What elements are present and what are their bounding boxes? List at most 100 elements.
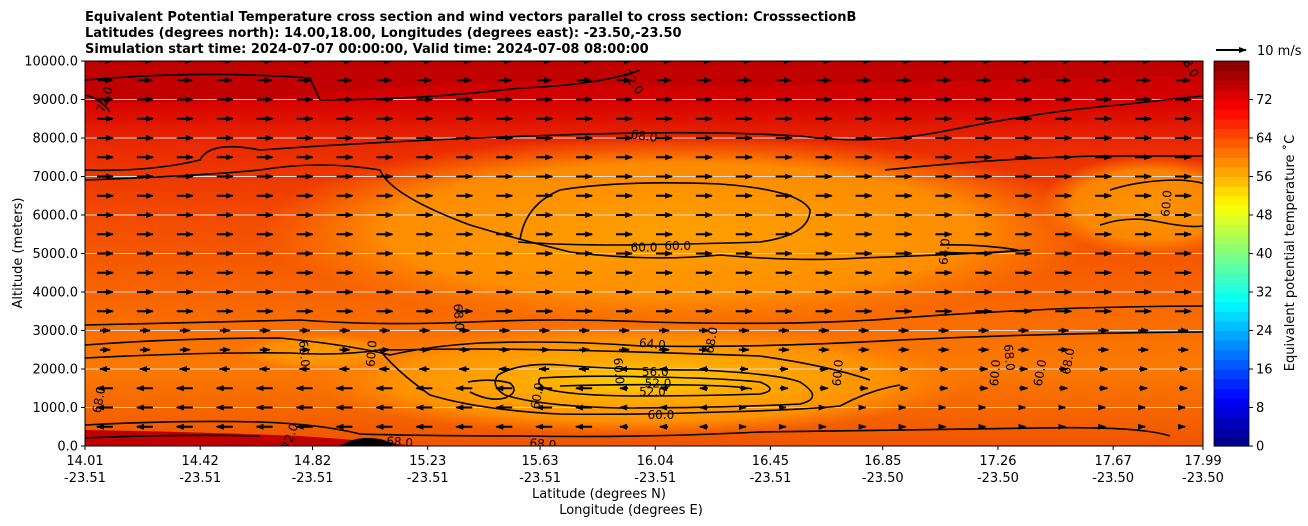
x-tick-label-lon: -23.51 [292, 471, 334, 486]
contour-label: 60.0 [631, 241, 658, 255]
x-axis-label-lat: Latitude (degrees N) [532, 487, 666, 502]
colorbar-step [1214, 128, 1249, 139]
quiver-key-label: 10 m/s [1257, 44, 1302, 59]
colorbar-step [1214, 157, 1249, 168]
y-tick-label: 6000.0 [33, 209, 79, 224]
x-tick-label-lat: 17.99 [1184, 454, 1221, 469]
colorbar-tick-label: 32 [1256, 286, 1273, 301]
colorbar-step [1214, 70, 1249, 81]
contour-line-68-mid [85, 305, 1203, 326]
x-tick-label-lat: 14.42 [182, 454, 219, 469]
colorbar-tick-label: 16 [1256, 363, 1273, 378]
contour-label: 68.0 [529, 436, 557, 452]
y-tick-label: 3000.0 [33, 324, 79, 339]
contour-line-60-left-low [467, 379, 515, 400]
contour-label: 68.0 [450, 303, 466, 331]
x-tick-label-lon: -23.50 [1092, 471, 1134, 486]
contour-line-60-upper [517, 182, 811, 246]
contour-label: 52.0 [645, 377, 672, 391]
colorbar-tick-label: 72 [1256, 93, 1273, 108]
colorbar-step [1214, 118, 1249, 129]
colorbar-step [1214, 378, 1249, 389]
contour-label: 56.0 [642, 365, 669, 379]
colorbar-step [1214, 243, 1249, 255]
x-tick-label-lon: -23.51 [64, 471, 106, 486]
contour-label: 60.0 [611, 357, 627, 385]
contour-line-64-upper [85, 164, 1031, 261]
colorbar-step [1214, 253, 1249, 264]
contour-line-60-low [85, 349, 901, 416]
contour-label: 60.0 [528, 382, 546, 411]
colorbar-step [1214, 272, 1249, 283]
colorbar-step [1214, 147, 1249, 158]
contour-line-64-right [884, 155, 1203, 171]
colorbar-tick-label: 56 [1256, 170, 1273, 185]
contour-label: 68.0 [1059, 347, 1077, 376]
colorbar-step [1214, 426, 1249, 437]
contour-label: 60.0 [830, 359, 846, 387]
x-tick-label-lon: -23.50 [862, 471, 904, 486]
colorbar-steps [1214, 61, 1249, 447]
colorbar-step [1214, 205, 1249, 216]
x-tick-label-lat: 15.23 [409, 454, 446, 469]
y-axis: 0.0 1000.0 2000.0 3000.0 4000.0 5000.0 6000.0 7… [24, 55, 85, 455]
colorbar-step [1214, 176, 1249, 187]
contour-line-64-mid [85, 331, 1203, 356]
colorbar-step [1214, 195, 1249, 206]
colorbar-step [1214, 436, 1249, 447]
x-tick-label-lon: -23.51 [407, 471, 449, 486]
colorbar-step [1214, 388, 1249, 399]
contour-line-52-a [537, 375, 771, 397]
contour-label: 60.0 [296, 340, 312, 368]
y-tick-label: 7000.0 [33, 170, 79, 185]
colorbar-step [1214, 340, 1249, 351]
colorbar-step [1214, 292, 1249, 303]
contour-label: 52.0 [639, 385, 666, 399]
contour-label: 68.0 [630, 127, 658, 145]
colorbar-tick-label: 40 [1256, 247, 1273, 262]
chart-title-line-1: Equivalent Potential Temperature cross s… [85, 10, 856, 25]
contour-label: 60.0 [987, 359, 1003, 387]
contour-label: 60.0 [647, 408, 674, 422]
x-tick-label-lon: -23.50 [977, 471, 1019, 486]
contour-line-68-upper [85, 95, 1203, 172]
contour-label: 60.0 [363, 340, 379, 368]
colorbar-step [1214, 397, 1249, 409]
colorbar-ticks: 0 8 16 24 32 40 48 56 64 72 [1249, 93, 1273, 455]
colorbar-step [1214, 369, 1249, 380]
x-axis: 14.01 -23.51 14.42 -23.51 14.82 -23.51 15.23 -2… [64, 446, 1224, 486]
x-tick-label-lat: 14.01 [66, 454, 103, 469]
contour-label: 60.0 [1158, 190, 1174, 218]
y-tick-label: 0.0 [57, 440, 78, 455]
x-tick-label-lat: 16.04 [637, 454, 674, 469]
plot-area: 72.072.068.060.060.0 64.060.068.068.064.0… [85, 61, 1203, 452]
x-tick-label-lat: 16.85 [864, 454, 901, 469]
x-tick-label-lon: -23.50 [1182, 471, 1224, 486]
colorbar-step [1214, 320, 1249, 332]
x-axis-label-lon: Longitude (degrees E) [559, 503, 703, 518]
x-tick-label-lat: 17.26 [979, 454, 1016, 469]
colorbar-tick-label: 24 [1256, 324, 1273, 339]
contour-label: 68.0 [90, 385, 108, 414]
contour-line-60-right [1099, 218, 1203, 228]
colorbar-step [1214, 109, 1249, 120]
colorbar-tick-label: 8 [1256, 401, 1264, 416]
contour-line-72-bottom [85, 434, 261, 439]
colorbar-step [1214, 99, 1249, 110]
contour-label: 64.0 [639, 336, 667, 352]
colorbar-step [1214, 263, 1249, 274]
x-tick-label-lon: -23.51 [749, 471, 791, 486]
colorbar-step [1214, 349, 1249, 360]
colorbar-step [1214, 301, 1249, 312]
contour-line-60-right-top [1109, 179, 1203, 191]
colorbar-step [1214, 215, 1249, 226]
y-tick-label: 9000.0 [33, 93, 79, 108]
colorbar-step [1214, 80, 1249, 91]
quiver-key: 10 m/s [1216, 44, 1302, 59]
colorbar-tick-label: 48 [1256, 209, 1273, 224]
contour-line-72-left [85, 94, 111, 113]
colorbar-step [1214, 417, 1249, 428]
x-tick-label-lon: -23.51 [179, 471, 221, 486]
chart-title-line-3: Simulation start time: 2024-07-07 00:00:… [85, 42, 649, 57]
